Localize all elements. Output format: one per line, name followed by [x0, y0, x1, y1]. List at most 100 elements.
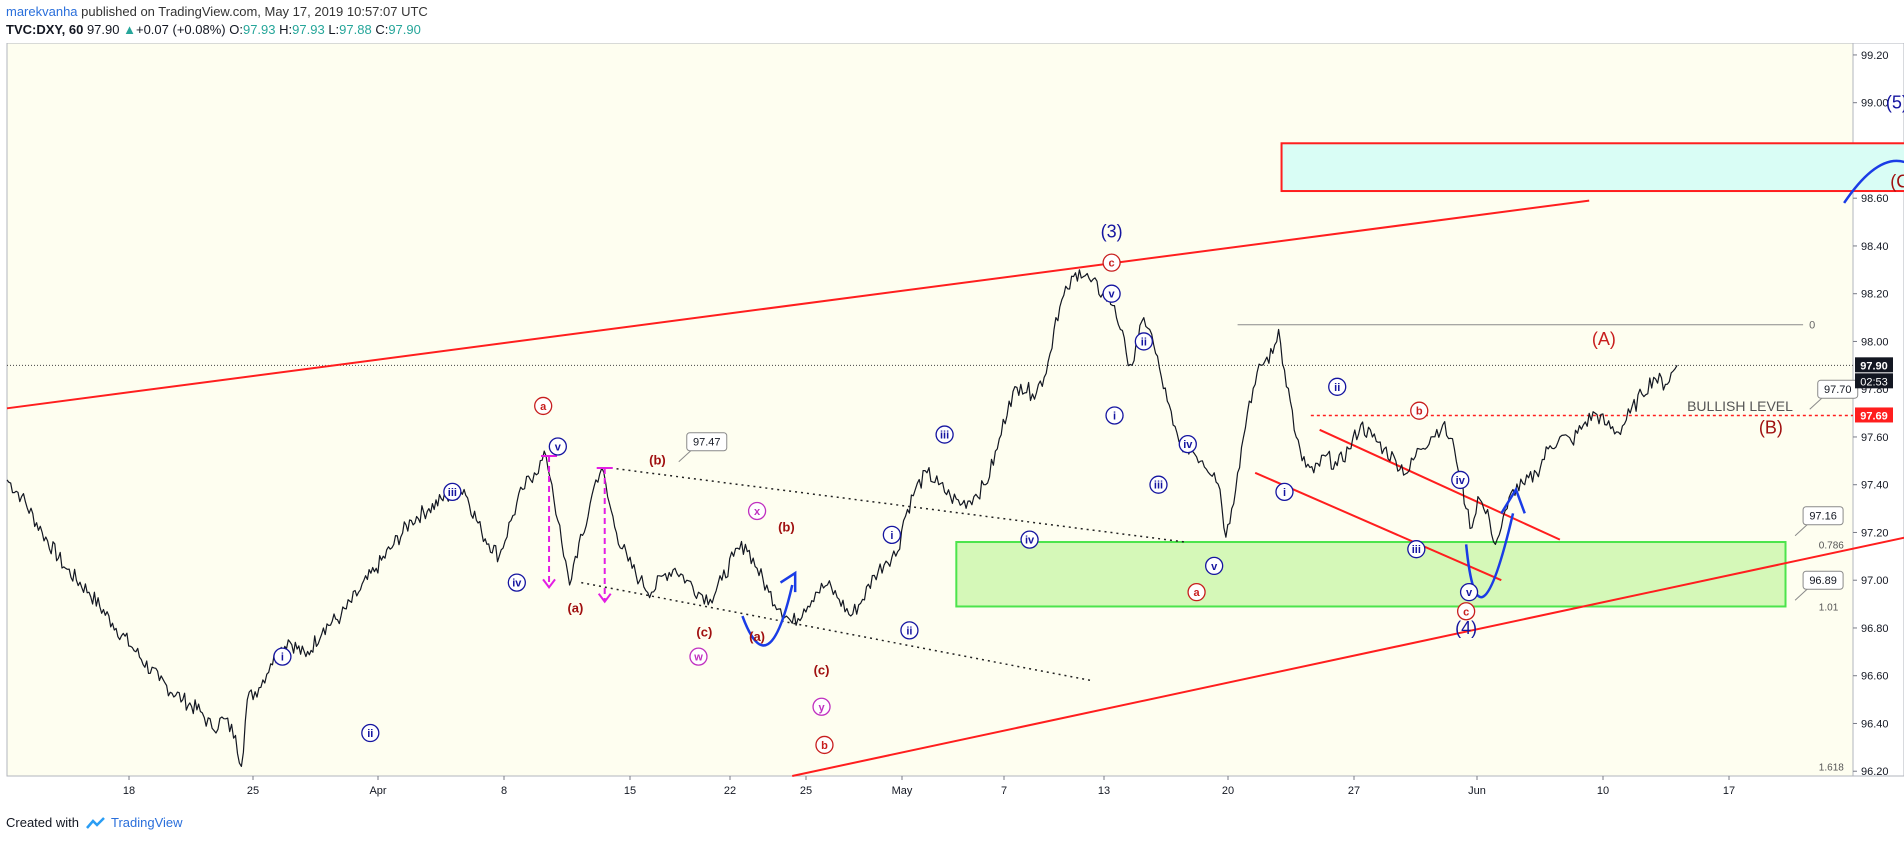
price-axis-ticks: 99.2099.0098.8098.6098.4098.2098.0097.80… — [1853, 50, 1889, 778]
price-callout: 97.70 — [1809, 379, 1859, 410]
time-tick-label: May — [892, 785, 913, 797]
wave-label-text: i — [281, 652, 284, 664]
callout-text: 97.70 — [1824, 384, 1852, 396]
wave-label-paren: (c) — [814, 663, 830, 678]
publish-info: marekvanha published on TradingView.com,… — [6, 4, 428, 19]
wave-label-ring — [273, 647, 292, 666]
time-tick-label: Jun — [1468, 785, 1486, 797]
published-text: published on TradingView.com, May 17, 20… — [81, 4, 428, 19]
price-tick-label: 99.20 — [1861, 50, 1889, 62]
wave-label-ring — [361, 723, 380, 743]
wave-label-text: iii — [448, 487, 457, 499]
fib-label: 1.618 — [1819, 762, 1844, 773]
callout-pointer — [1794, 588, 1808, 601]
time-tick-label: 17 — [1723, 785, 1735, 797]
low-value: 97.88 — [339, 22, 372, 37]
wave-label-circle: iv — [1020, 530, 1039, 549]
callout-box — [1802, 506, 1844, 526]
fib-label: 0.786 — [1819, 540, 1844, 551]
wave-label-circle: ii — [1134, 332, 1153, 351]
wave-label-circle: iii — [1149, 475, 1168, 494]
wave-label-ring — [1102, 253, 1121, 272]
wave-label-circle: b — [1410, 401, 1429, 420]
wave-label-paren: (b) — [649, 452, 666, 467]
wave-label-circle: w — [689, 647, 708, 666]
price-tick-label: 96.60 — [1861, 671, 1889, 683]
curved-arrow-mid — [1464, 513, 1515, 599]
wave-label-circle: v — [548, 437, 567, 456]
wave-label-paren: (c) — [696, 624, 712, 639]
up-arrow-icon: ▲ — [123, 22, 136, 37]
time-tick-label: 18 — [123, 785, 135, 797]
countdown-badge-text: 02:53 — [1860, 376, 1888, 388]
wave-label-text: b — [821, 740, 828, 752]
wave-label-ring — [1187, 583, 1206, 602]
wave-label-ring — [1134, 332, 1153, 351]
wave-label-text: a — [540, 401, 547, 413]
measure-arrowhead — [542, 578, 556, 590]
time-axis: 18 25 Apr 8 15 22 25 May 7 13 20 27 Jun 10 17 — [123, 776, 1735, 797]
time-tick-label: 10 — [1597, 785, 1609, 797]
wave-label-ring — [1105, 406, 1124, 425]
time-tick-label: 20 — [1222, 785, 1234, 797]
open-value: 97.93 — [242, 22, 276, 37]
wave-label-circle: ii — [1328, 377, 1347, 396]
time-tick-label: 7 — [1001, 785, 1007, 797]
tradingview-link[interactable]: TradingView — [111, 815, 183, 830]
wave-label-ring — [689, 647, 708, 666]
wave-label-ring — [1459, 583, 1479, 602]
wave-label-text: i — [1283, 487, 1286, 499]
countdown-badge — [1855, 373, 1893, 389]
wave-label-ring — [1456, 602, 1476, 621]
wave-label-text: x — [754, 506, 761, 518]
wave-label-text: iv — [1025, 535, 1035, 547]
wave-label-text: ii — [1141, 336, 1147, 348]
curved-arrow-small-head — [779, 570, 797, 593]
callout-pointer — [1794, 524, 1808, 537]
marked-level-badge-text: 97.69 — [1860, 410, 1888, 422]
wave-label-text: iv — [1183, 439, 1193, 451]
wave-label-ring — [812, 697, 831, 716]
wave-label-circle: iv — [507, 573, 526, 592]
wave-label-ring — [1102, 284, 1121, 303]
price-callout: 97.47 — [678, 432, 728, 463]
wave-label-circle: i — [273, 647, 292, 666]
last-price: 97.90 — [86, 22, 120, 37]
target-zone — [1280, 142, 1904, 193]
wave-label-circle: a — [534, 396, 553, 416]
wave-label-ring — [548, 437, 567, 456]
wave-label-ring — [935, 425, 954, 444]
price-tick-label: 96.20 — [1861, 766, 1889, 778]
wave-label-circle: iv — [1451, 470, 1470, 490]
wave-label-ring — [507, 573, 526, 592]
wave-label-circle: c — [1456, 602, 1476, 621]
wave-label-circle: v — [1102, 284, 1121, 303]
lower-wedge-line-trendline — [581, 581, 1092, 682]
wave-label-text: v — [1109, 289, 1116, 301]
author-link[interactable]: marekvanha — [6, 4, 78, 19]
wave-label-text: i — [1113, 410, 1116, 422]
wave-label-circle: ii — [361, 723, 380, 743]
time-tick-label: 13 — [1098, 785, 1110, 797]
wave-label-circle: i — [882, 525, 902, 545]
close-value: 97.90 — [388, 22, 421, 37]
time-tick-label: 25 — [247, 785, 259, 797]
callout-box — [1802, 570, 1844, 590]
price-chart[interactable]: 99.2099.0098.8098.6098.4098.2098.0097.80… — [0, 43, 1904, 813]
ohlc-legend: TVC:DXY, 60 97.90 ▲+0.07 (+0.08%) O:97.9… — [6, 22, 421, 37]
price-change: +0.07 (+0.08%) — [135, 22, 226, 37]
marked-level-badge — [1855, 407, 1893, 423]
callout-pointer — [678, 450, 692, 463]
curved-arrow-mid-head — [1500, 486, 1526, 515]
wave-label-text: c — [1109, 258, 1115, 270]
callout-text: 97.16 — [1809, 511, 1837, 523]
bullish-level-label: BULLISH LEVEL — [1687, 398, 1793, 414]
price-tick-label: 96.40 — [1861, 718, 1889, 730]
wave-label-text: i — [890, 530, 893, 542]
symbol-label: TVC:DXY, 60 — [6, 22, 84, 37]
high-label: H: — [279, 22, 293, 37]
curved-arrow-small — [741, 584, 794, 647]
curved-arrow-big — [1843, 159, 1904, 204]
wave-label-text: w — [693, 652, 703, 664]
price-callout: 96.89 — [1794, 570, 1844, 601]
